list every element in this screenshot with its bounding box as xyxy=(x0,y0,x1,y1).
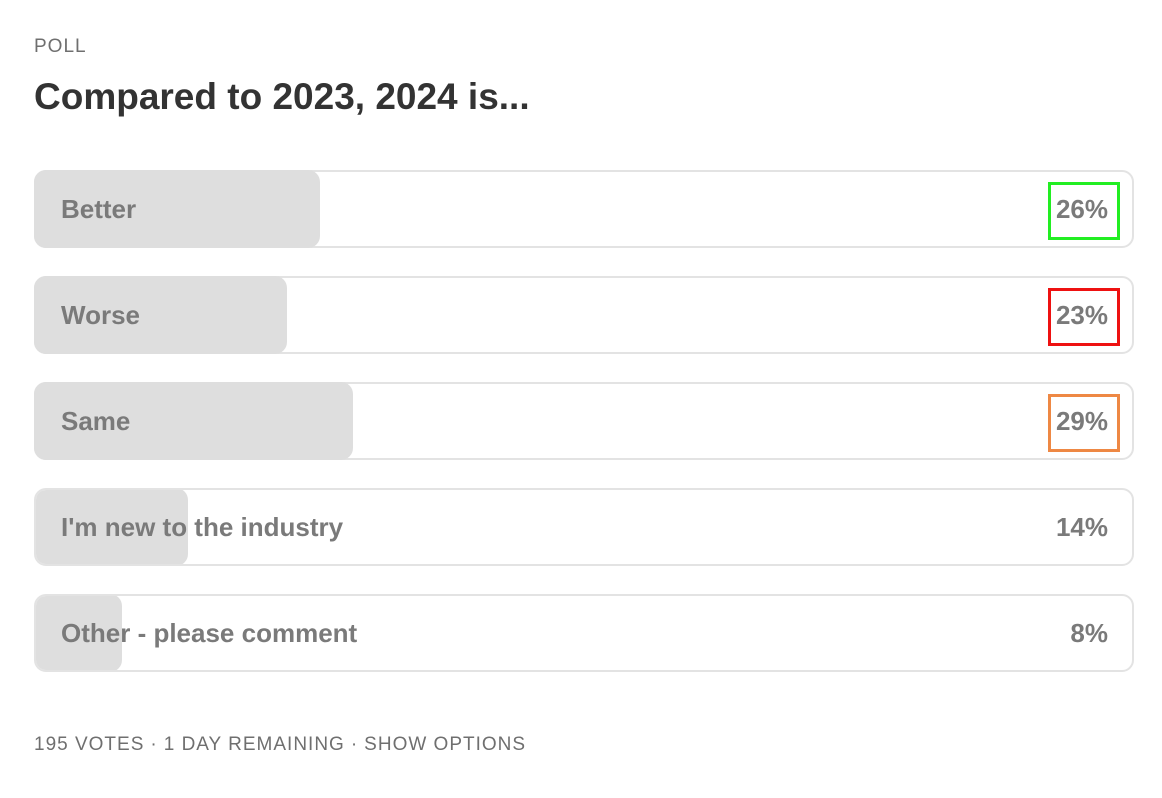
option-fill-bar xyxy=(34,382,353,460)
option-label: I'm new to the industry xyxy=(61,511,344,542)
option-label: Same xyxy=(61,405,131,436)
poll-label: POLL xyxy=(34,36,87,57)
poll-option-other[interactable]: Other - please comment 8% xyxy=(34,594,1134,672)
poll-option-same[interactable]: Same 29% xyxy=(34,382,1134,460)
option-label: Worse xyxy=(61,299,140,330)
option-percent: 26% xyxy=(1055,193,1108,224)
vote-count: 195 VOTES xyxy=(34,734,145,755)
option-fill-bar xyxy=(36,596,122,670)
footer-separator: · xyxy=(150,734,158,755)
option-fill-bar xyxy=(34,170,320,248)
poll-option-worse[interactable]: Worse 23% xyxy=(34,276,1134,354)
option-label: Better xyxy=(61,193,137,224)
poll-option-better[interactable]: Better 26% xyxy=(34,170,1134,248)
poll-options: Better 26% Worse 23% Same 29% I'm new to… xyxy=(34,170,1134,700)
poll-option-new-to-industry[interactable]: I'm new to the industry 14% xyxy=(34,488,1134,566)
poll-title: Compared to 2023, 2024 is... xyxy=(34,76,530,117)
option-percent: 14% xyxy=(1055,511,1108,542)
option-fill-bar xyxy=(36,490,188,564)
option-label: Other - please comment xyxy=(61,617,358,648)
poll-footer: 195 VOTES · 1 DAY REMAINING · SHOW OPTIONS xyxy=(34,734,526,756)
footer-separator: · xyxy=(350,734,359,755)
time-remaining: 1 DAY REMAINING xyxy=(163,734,345,755)
option-percent: 8% xyxy=(1070,617,1108,648)
show-options-link[interactable]: SHOW OPTIONS xyxy=(364,734,527,755)
option-percent: 29% xyxy=(1055,405,1108,436)
option-fill-bar xyxy=(34,276,287,354)
option-percent: 23% xyxy=(1055,299,1108,330)
